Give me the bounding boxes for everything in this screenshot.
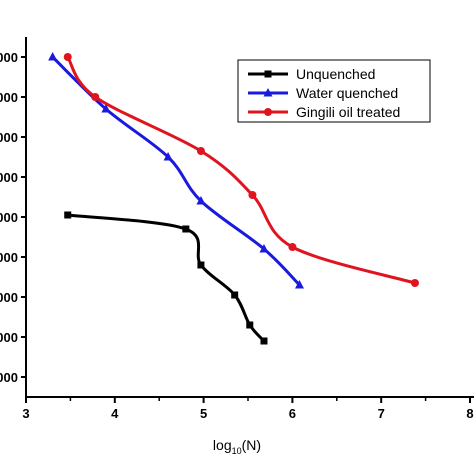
series-0 bbox=[64, 211, 268, 345]
x-tick-label: 4 bbox=[111, 406, 119, 421]
legend: Unquenched Water quenched Gingili oil trea… bbox=[237, 59, 431, 123]
data-point-marker bbox=[101, 104, 111, 113]
legend-label: Gingili oil treated bbox=[296, 104, 400, 120]
series-1 bbox=[48, 52, 305, 289]
data-point-marker bbox=[196, 196, 206, 205]
x-tick-label: 3 bbox=[22, 406, 29, 421]
series-2 bbox=[63, 53, 419, 287]
y-tick-label: 000 bbox=[0, 50, 18, 65]
x-axis-title-subscript: 10 bbox=[232, 446, 242, 456]
x-tick-label: 8 bbox=[466, 406, 473, 421]
legend-marker bbox=[263, 88, 273, 97]
series-line bbox=[67, 213, 266, 343]
data-point-marker bbox=[259, 244, 269, 253]
x-tick-label: 7 bbox=[378, 406, 385, 421]
x-axis-title-base: log bbox=[213, 437, 232, 453]
x-axis-title: log10(N) bbox=[213, 437, 261, 456]
x-tick-label: 5 bbox=[200, 406, 207, 421]
data-point-marker bbox=[260, 337, 268, 345]
y-tick-label: 000 bbox=[0, 330, 18, 345]
y-tick-label: 000 bbox=[0, 130, 18, 145]
x-tick-label: 6 bbox=[289, 406, 296, 421]
legend-label: Unquenched bbox=[296, 66, 375, 82]
data-point-marker bbox=[182, 225, 190, 233]
data-point-marker bbox=[246, 321, 254, 329]
data-point-marker bbox=[231, 291, 239, 299]
data-point-marker bbox=[196, 147, 205, 155]
data-point-marker bbox=[197, 261, 205, 269]
data-point-marker bbox=[295, 280, 305, 289]
data-point-marker bbox=[163, 152, 173, 161]
y-tick-label: 000 bbox=[0, 210, 18, 225]
legend-label: Water quenched bbox=[296, 85, 398, 101]
x-axis-ticks: 3 4 5 6 7 8 bbox=[22, 397, 474, 421]
y-axis-ticks: 000 000 000 000 000 000 000 000 000 bbox=[0, 50, 26, 385]
data-point-marker bbox=[248, 191, 257, 199]
data-point-marker bbox=[288, 243, 297, 251]
data-point-marker bbox=[48, 52, 58, 61]
data-point-marker bbox=[410, 279, 419, 287]
series-layer bbox=[48, 52, 419, 345]
data-point-marker bbox=[63, 53, 72, 61]
y-tick-label: 000 bbox=[0, 170, 18, 185]
data-point-marker bbox=[91, 93, 100, 101]
y-tick-label: 000 bbox=[0, 250, 18, 265]
x-axis-title-rest: (N) bbox=[242, 437, 261, 453]
y-tick-label: 000 bbox=[0, 90, 18, 105]
legend-marker bbox=[264, 108, 272, 116]
y-tick-label: 000 bbox=[0, 370, 18, 385]
legend-marker bbox=[264, 70, 272, 78]
data-point-marker bbox=[64, 211, 72, 219]
y-tick-label: 000 bbox=[0, 290, 18, 305]
